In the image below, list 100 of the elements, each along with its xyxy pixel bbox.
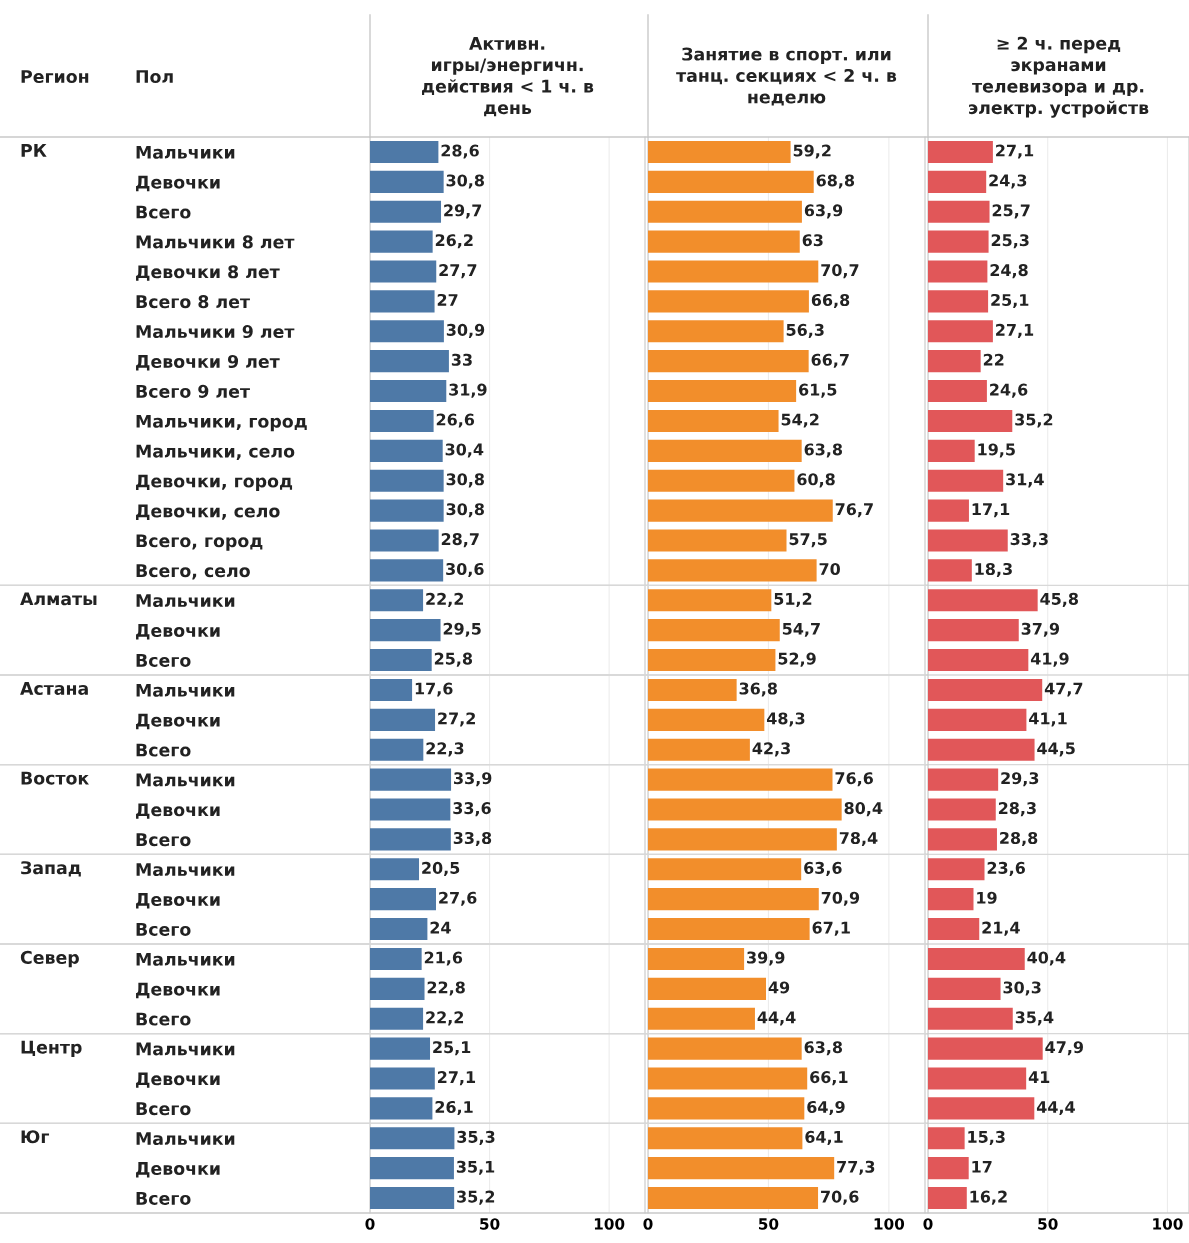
data-label: 30,4 [445, 443, 484, 458]
data-label: 39,9 [747, 951, 785, 966]
category-label: Астана [20, 682, 88, 695]
bar [370, 798, 451, 821]
data-label: 63 [802, 234, 823, 247]
data-label: 26,2 [435, 234, 473, 249]
data-label: 45,8 [1040, 592, 1078, 607]
x-tick-label: 100 [874, 1218, 905, 1230]
data-label: 33,9 [454, 772, 492, 787]
y-tick-label: Мальчики [136, 863, 235, 877]
data-label: 27,1 [996, 144, 1034, 159]
y-tick-label: Всего, город [136, 534, 263, 551]
data-label: 60,8 [797, 473, 835, 488]
bar [370, 170, 444, 193]
data-label: 24,8 [990, 264, 1028, 279]
data-label: 24 [430, 921, 451, 934]
bar [648, 1097, 805, 1120]
bar [370, 1187, 455, 1210]
bar [928, 619, 1019, 642]
bar [648, 589, 772, 612]
x-tick-label: 0 [365, 1218, 375, 1230]
bar [370, 200, 442, 223]
data-label: 63,8 [804, 443, 843, 458]
data-label: 17,6 [415, 682, 453, 697]
data-label: 57,5 [789, 533, 827, 548]
data-label: 25,3 [991, 234, 1029, 249]
data-label: 22,2 [426, 592, 464, 607]
bar [928, 977, 1001, 1000]
bar [648, 320, 784, 343]
data-label: 23,6 [987, 861, 1025, 876]
data-label: 44,5 [1037, 742, 1075, 757]
data-label: 27,2 [438, 712, 475, 727]
bar [370, 350, 449, 373]
bar [370, 320, 444, 343]
bar [370, 290, 435, 313]
category-label: Алматы [20, 592, 97, 606]
data-label: 37,9 [1021, 622, 1060, 637]
bar [928, 708, 1027, 731]
bar [370, 649, 432, 672]
bar [928, 1127, 965, 1150]
y-tick-label: Всего [136, 1012, 191, 1026]
bar [370, 380, 447, 403]
bar [928, 589, 1038, 612]
data-label: 22,3 [426, 742, 464, 757]
data-label: 27 [437, 293, 458, 306]
category-label: РК [21, 144, 47, 157]
category-label: Запад [21, 861, 81, 877]
data-label: 28,8 [1000, 831, 1038, 847]
y-tick-label: Девочки 9 лет [136, 354, 280, 371]
data-label: 30,8 [446, 503, 484, 518]
data-label: 28,7 [441, 533, 479, 548]
bar [928, 140, 993, 163]
bar [928, 499, 969, 522]
data-label: 56,3 [786, 323, 824, 338]
data-label: 42,3 [752, 742, 790, 757]
bar [648, 350, 809, 373]
bar [648, 798, 842, 821]
data-label: 68,8 [816, 174, 855, 189]
data-label: 26,1 [435, 1100, 473, 1116]
bar [648, 1067, 808, 1090]
bar [928, 738, 1035, 761]
bar [370, 708, 436, 731]
category-label: Юг [21, 1130, 50, 1144]
data-label: 22,2 [426, 1011, 464, 1026]
bar [648, 888, 819, 911]
text: Пол [136, 70, 173, 84]
data-label: 35,1 [456, 1160, 495, 1175]
bar [370, 1157, 454, 1180]
category-label: Север [20, 950, 79, 968]
bar [370, 1037, 431, 1060]
data-label: 25,1 [433, 1041, 471, 1056]
bar [648, 1007, 755, 1030]
bar [928, 559, 972, 582]
category-label: Восток [21, 771, 89, 785]
bar [370, 140, 439, 163]
bar [928, 1187, 967, 1210]
bar [648, 170, 814, 193]
bar [370, 888, 436, 911]
y-tick-label: Мальчики [136, 952, 235, 966]
bar [370, 439, 443, 462]
category-label: Центр [21, 1040, 82, 1058]
data-label: 33,6 [453, 802, 491, 817]
data-label: 49 [768, 981, 790, 994]
bar [648, 708, 765, 731]
data-label: 26,6 [436, 413, 475, 428]
data-label: 63,8 [804, 1041, 843, 1056]
y-tick-label: Всего [136, 653, 191, 667]
data-label: 28,6 [441, 144, 479, 159]
data-label: 27,6 [439, 891, 477, 906]
data-label: 33,8 [453, 831, 492, 847]
bar [648, 828, 837, 851]
bar [648, 529, 787, 552]
bar [928, 290, 989, 313]
data-label: 41 [1028, 1071, 1050, 1083]
y-tick-label: Мальчики, село [136, 444, 295, 460]
data-label: 51,2 [774, 592, 812, 607]
y-tick-label: Всего [136, 205, 191, 219]
bar [928, 858, 985, 881]
bar [648, 1157, 835, 1180]
y-tick-label: Девочки [136, 1162, 220, 1178]
